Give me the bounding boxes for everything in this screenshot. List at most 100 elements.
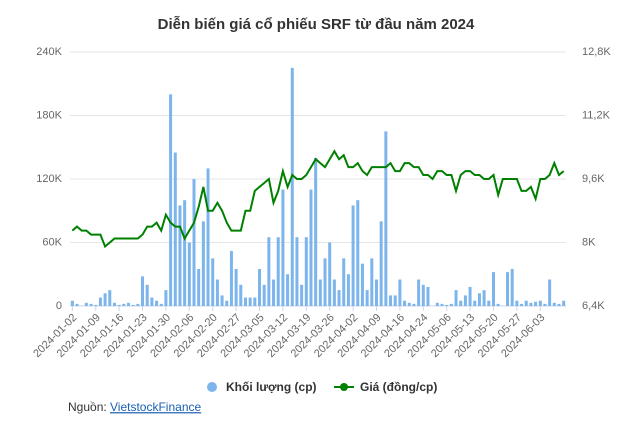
volume-bar xyxy=(440,303,444,306)
volume-bar xyxy=(258,268,262,306)
volume-bar xyxy=(94,304,98,306)
volume-bar xyxy=(552,302,556,306)
volume-bar xyxy=(370,258,374,306)
volume-bar xyxy=(239,284,243,306)
volume-bar xyxy=(206,168,210,306)
volume-bar xyxy=(374,279,378,306)
volume-bar xyxy=(412,303,416,306)
volume-bar xyxy=(426,286,430,306)
volume-bar xyxy=(141,276,145,306)
volume-bar xyxy=(379,221,383,306)
volume-bar xyxy=(295,237,299,306)
volume-bar xyxy=(393,295,397,306)
volume-bar xyxy=(365,290,369,306)
volume-bar xyxy=(169,94,173,306)
legend-label: Giá (đồng/cp) xyxy=(360,380,437,394)
volume-bar xyxy=(84,302,88,306)
volume-bar xyxy=(75,303,79,306)
volume-bar xyxy=(187,242,191,306)
volume-bar xyxy=(389,295,393,306)
volume-bar xyxy=(136,303,140,306)
source-link[interactable]: VietstockFinance xyxy=(110,400,201,414)
volume-bar xyxy=(173,152,177,306)
volume-bar xyxy=(435,302,439,306)
volume-bar xyxy=(529,302,533,306)
volume-bar xyxy=(272,279,276,306)
volume-bar xyxy=(407,302,411,306)
volume-bar xyxy=(108,290,112,306)
y2-tick-label: 6,4K xyxy=(582,300,605,312)
volume-bar xyxy=(459,300,463,306)
chart-title: Diễn biến giá cổ phiếu SRF từ đầu năm 20… xyxy=(158,16,475,33)
y-tick-label: 180K xyxy=(36,109,62,121)
volume-bar xyxy=(281,189,285,306)
legend-marker xyxy=(340,383,348,391)
volume-bar xyxy=(510,268,514,306)
price-line xyxy=(71,149,565,249)
volume-bar xyxy=(211,258,215,306)
volume-bar xyxy=(215,279,219,306)
volume-bar xyxy=(220,295,224,306)
volume-bar xyxy=(332,279,336,306)
volume-bar xyxy=(150,297,154,306)
volume-bar xyxy=(496,303,500,306)
y-tick-label: 60K xyxy=(42,236,62,248)
volume-bar xyxy=(543,303,547,306)
y2-tick-label: 11,2K xyxy=(582,109,611,121)
volume-bar xyxy=(178,205,182,306)
volume-bar xyxy=(534,301,538,306)
volume-bar xyxy=(482,290,486,306)
volume-bar xyxy=(524,300,528,306)
volume-bar xyxy=(225,300,229,306)
volume-bar xyxy=(342,258,346,306)
volume-bar xyxy=(159,303,163,306)
volume-bar xyxy=(304,237,308,306)
volume-bar xyxy=(89,303,93,306)
volume-bar xyxy=(417,279,421,306)
volume-bar xyxy=(126,302,130,306)
volume-bar xyxy=(286,274,290,306)
volume-bar xyxy=(276,237,280,306)
volume-bar xyxy=(520,303,524,306)
volume-bar xyxy=(70,300,74,306)
volume-bar xyxy=(463,295,467,306)
volume-bar xyxy=(122,303,126,306)
volume-bar xyxy=(103,293,107,306)
volume-bar xyxy=(183,200,187,306)
volume-bar xyxy=(328,242,332,306)
volume-bar xyxy=(477,293,481,306)
y2-tick-label: 8K xyxy=(582,236,596,248)
volume-bar xyxy=(449,303,453,306)
volume-bar xyxy=(253,297,257,306)
volume-bar xyxy=(248,297,252,306)
volume-bar xyxy=(201,221,205,306)
volume-bar xyxy=(155,300,159,306)
volume-bar xyxy=(351,205,355,306)
volume-bar xyxy=(234,268,238,306)
volume-bar xyxy=(468,286,472,306)
volume-bar xyxy=(538,300,542,306)
y-tick-label: 120K xyxy=(36,173,62,185)
volume-bar xyxy=(360,263,364,306)
volume-bar xyxy=(131,304,135,306)
volume-bar xyxy=(473,300,477,306)
volume-bar xyxy=(384,131,388,306)
y2-tick-label: 12,8K xyxy=(582,46,611,58)
source-label: Nguồn: xyxy=(68,400,107,414)
volume-bar xyxy=(337,290,341,306)
volume-bar xyxy=(229,250,233,306)
volume-bar xyxy=(506,272,510,306)
volume-bar xyxy=(309,189,313,306)
volume-bar xyxy=(515,300,519,306)
volume-bar xyxy=(491,272,495,306)
volume-bar xyxy=(454,290,458,306)
volume-bar xyxy=(117,304,121,306)
y2-tick-label: 9,6K xyxy=(582,173,605,185)
volume-bar xyxy=(318,279,322,306)
legend-marker xyxy=(207,382,217,392)
y-tick-label: 240K xyxy=(36,46,62,58)
volume-bar xyxy=(562,300,566,306)
volume-bar xyxy=(346,274,350,306)
volume-bar xyxy=(98,297,102,306)
